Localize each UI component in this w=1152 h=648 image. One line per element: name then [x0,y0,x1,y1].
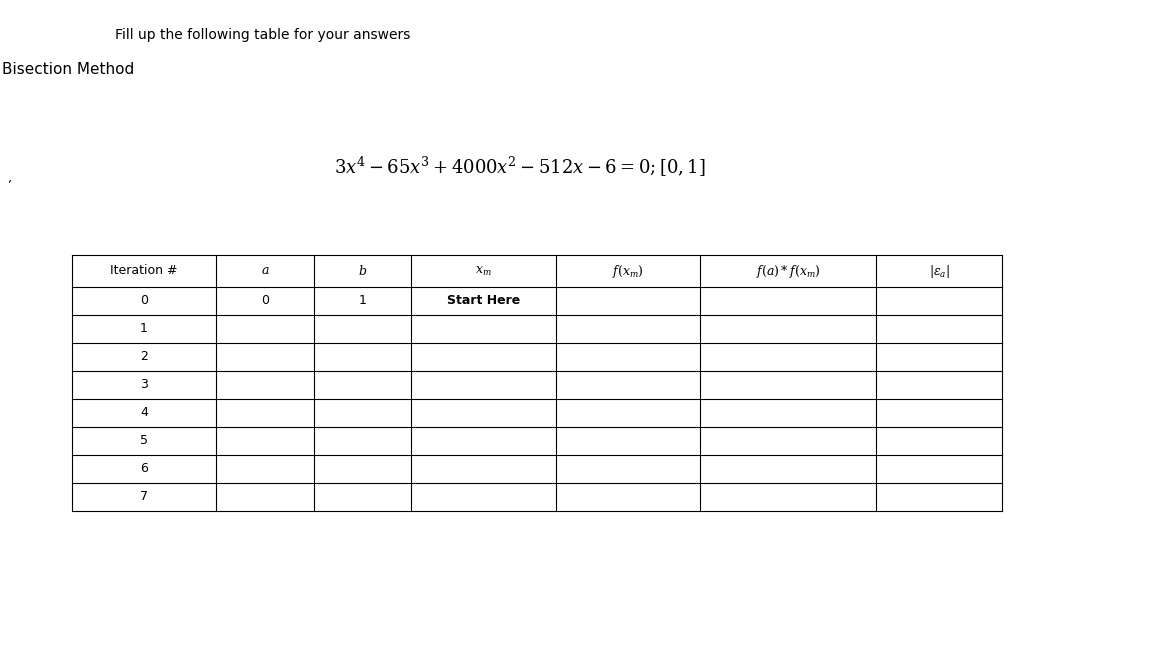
Text: $3x^4 - 65x^3 + 4000x^2 - 512x - 6 = 0; [0,1]$: $3x^4 - 65x^3 + 4000x^2 - 512x - 6 = 0; … [334,155,706,179]
Text: 7: 7 [141,491,149,503]
Text: $|\epsilon_a|$: $|\epsilon_a|$ [929,262,949,279]
Text: 2: 2 [141,351,147,364]
Text: $f(a)*f(x_m)$: $f(a)*f(x_m)$ [756,262,820,279]
Text: ,: , [8,172,12,185]
Text: 5: 5 [141,435,149,448]
Text: 0: 0 [262,294,268,308]
Text: Start Here: Start Here [447,294,521,308]
Text: Iteration #: Iteration # [111,264,177,277]
Text: 4: 4 [141,406,147,419]
Text: 1: 1 [358,294,366,308]
Text: 1: 1 [141,323,147,336]
Text: Fill up the following table for your answers: Fill up the following table for your ans… [115,28,410,42]
Text: $a$: $a$ [260,264,270,277]
Text: $b$: $b$ [358,264,367,278]
Text: 3: 3 [141,378,147,391]
Text: Bisection Method: Bisection Method [2,62,135,77]
Text: $f(x_m)$: $f(x_m)$ [612,262,644,279]
Text: 6: 6 [141,463,147,476]
Text: 0: 0 [141,294,149,308]
Text: $x_m$: $x_m$ [475,264,492,277]
